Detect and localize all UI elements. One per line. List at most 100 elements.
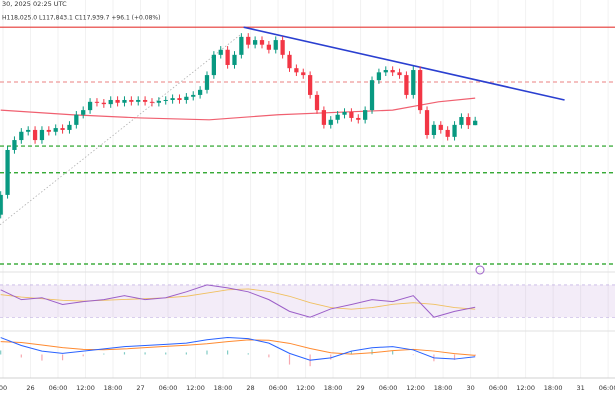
- macd-signal-line: [0, 339, 476, 356]
- candle-body: [259, 40, 265, 45]
- candle-body: [452, 124, 457, 137]
- candle-body: [321, 110, 327, 125]
- candle-body: [156, 100, 161, 103]
- x-tick-label: 18:00: [324, 384, 343, 392]
- candle-body: [46, 129, 51, 132]
- candle-body: [191, 94, 196, 97]
- x-tick-label: 00: [0, 384, 7, 392]
- x-tick-label: 06:00: [599, 384, 615, 392]
- candle-body: [280, 40, 285, 55]
- candle-body: [459, 117, 464, 125]
- x-tick-label: 12:00: [76, 384, 95, 392]
- candle-body: [197, 89, 203, 95]
- candle-body: [0, 194, 3, 215]
- candle-body: [342, 111, 347, 115]
- rsi-line: [0, 284, 476, 318]
- candle-body: [163, 99, 168, 101]
- x-tick-label: 31: [576, 384, 584, 392]
- candle-body: [74, 114, 79, 125]
- candle-body: [225, 49, 230, 65]
- x-tick-label: 12:00: [296, 384, 315, 392]
- candle-body: [369, 80, 375, 111]
- candle-body: [308, 75, 313, 95]
- candle-body: [32, 129, 38, 141]
- candle-body: [204, 75, 210, 90]
- candle-body: [122, 99, 127, 103]
- trend-line: [243, 26, 565, 101]
- x-tick-label: 18:00: [544, 384, 563, 392]
- candle-body: [232, 54, 237, 65]
- candle-body: [390, 70, 395, 73]
- candle-body: [53, 128, 58, 132]
- candle-body: [397, 72, 402, 76]
- x-tick-label: 12:00: [406, 384, 425, 392]
- candle-body: [266, 44, 272, 50]
- candle-body: [184, 96, 189, 100]
- candle-body: [301, 72, 306, 76]
- plot: 00 26 06:00 12:00 18:00 27 06:00 12:00 18:00 28 06…: [0, 26, 615, 392]
- candle-body: [94, 101, 100, 103]
- candle-body: [328, 119, 333, 125]
- candle-body: [418, 70, 423, 111]
- candle-body: [170, 98, 175, 100]
- candle-body: [129, 99, 134, 102]
- moving-average: [0, 97, 476, 121]
- candle-body: [363, 110, 368, 120]
- candle-body: [294, 68, 299, 73]
- candle-body: [252, 40, 258, 45]
- macd-line: [0, 337, 476, 361]
- candle-body: [411, 70, 416, 95]
- grid: [2, 0, 609, 378]
- candle-body: [273, 40, 278, 50]
- candle-body: [287, 54, 292, 69]
- candle-body: [87, 101, 93, 111]
- x-tick-label: 06:00: [379, 384, 398, 392]
- candle-body: [438, 124, 443, 130]
- rsi-band: [0, 284, 615, 318]
- candle-body: [246, 36, 251, 45]
- x-tick-label: 30: [466, 384, 474, 392]
- x-tick-label: 06:00: [489, 384, 508, 392]
- candle-body: [60, 128, 65, 130]
- candle-body: [108, 99, 113, 105]
- x-tick-label: 26: [26, 384, 34, 392]
- candle-body: [349, 111, 354, 118]
- candle-body: [383, 70, 388, 73]
- panes: [0, 265, 615, 379]
- candle-body: [115, 99, 120, 103]
- candle-body: [376, 72, 382, 81]
- candle-body: [314, 94, 320, 111]
- candle-body: [211, 54, 216, 76]
- candle-body: [473, 120, 478, 126]
- candle-body: [136, 99, 141, 102]
- candle-body: [239, 36, 244, 55]
- x-tick-label: 06:00: [269, 384, 288, 392]
- header-time: 30, 2025 02:25 UTC: [2, 0, 67, 8]
- candle-body: [356, 117, 361, 120]
- candle-body: [67, 124, 72, 130]
- candle-body: [431, 124, 437, 135]
- alert-icon[interactable]: [475, 265, 485, 275]
- candle-body: [142, 99, 148, 102]
- x-tick-label: 18:00: [104, 384, 123, 392]
- candle-body: [335, 114, 340, 120]
- x-tick-label: 12:00: [186, 384, 205, 392]
- candle-body: [218, 49, 223, 55]
- x-tick-label: 18:00: [214, 384, 233, 392]
- candle-body: [12, 140, 17, 150]
- candle-body: [445, 129, 450, 137]
- x-tick-label: 18:00: [434, 384, 453, 392]
- candle-body: [5, 149, 10, 195]
- candle-body: [39, 129, 45, 141]
- x-tick-label: 12:00: [516, 384, 535, 392]
- x-tick-label: 06:00: [49, 384, 68, 392]
- candle-body: [177, 98, 182, 100]
- candle-body: [404, 75, 409, 95]
- x-tick-label: 06:00: [159, 384, 178, 392]
- candle-body: [81, 110, 86, 115]
- ohlc-text: H118,025.0 L117,843.1 C117,939.7 +96.1 (…: [2, 15, 160, 22]
- x-tick-label: 28: [246, 384, 254, 392]
- candle-body: [149, 101, 155, 103]
